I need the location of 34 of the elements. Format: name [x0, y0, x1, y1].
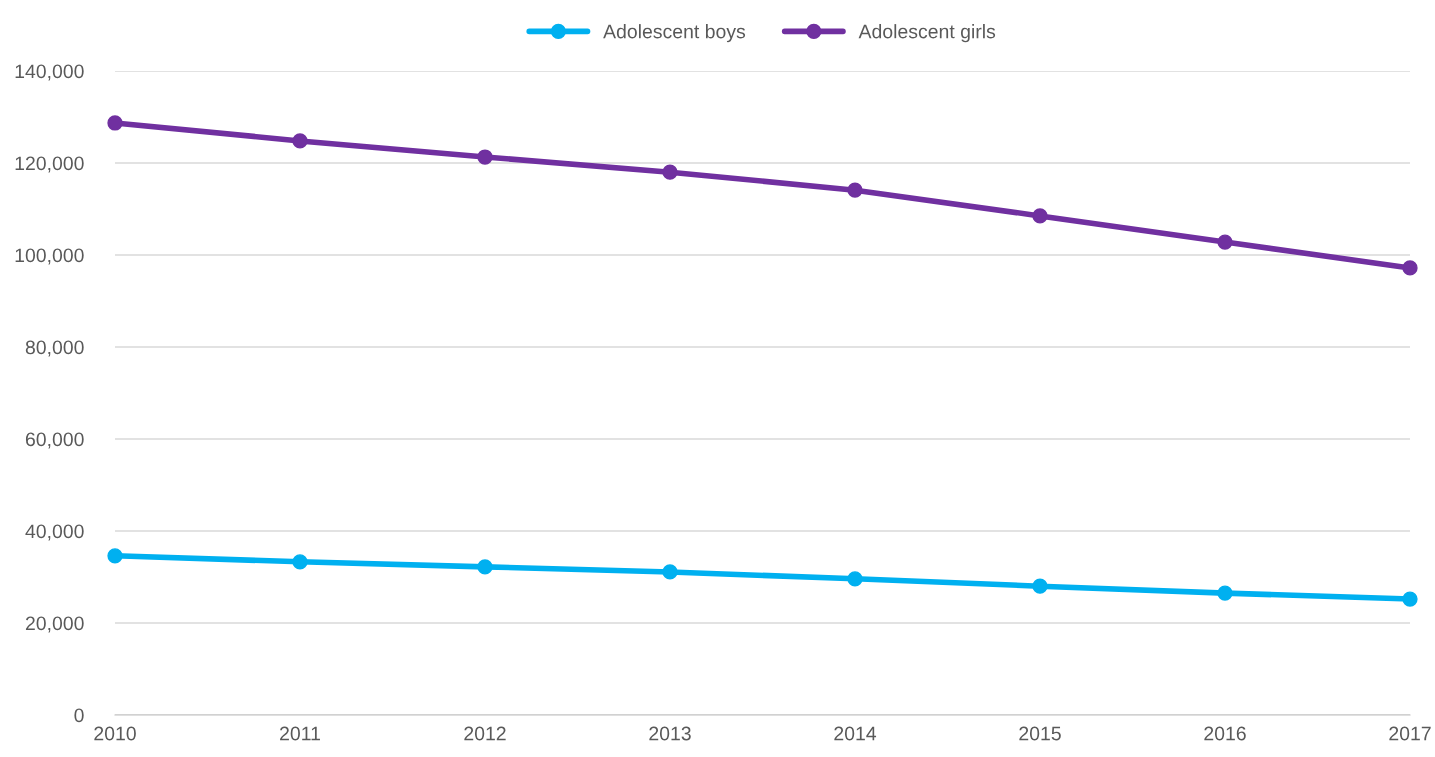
point — [1402, 591, 1418, 607]
legend-label: Adolescent boys — [603, 24, 746, 43]
x-tick-label: 2017 — [1389, 726, 1431, 741]
point — [1032, 208, 1048, 224]
y-tick-label: 20,000 — [25, 616, 84, 633]
legend-label: Adolescent girls — [858, 24, 996, 43]
y-tick-label: 140,000 — [15, 64, 84, 81]
y-tick-label: 40,000 — [25, 524, 84, 541]
point — [1217, 585, 1233, 601]
point — [847, 182, 863, 198]
point — [107, 548, 123, 564]
point — [477, 559, 493, 575]
x-tick-label: 2011 — [280, 726, 320, 741]
point — [1217, 234, 1233, 250]
point — [1402, 260, 1418, 276]
point — [662, 564, 678, 580]
point — [662, 164, 678, 180]
y-tick-label: 60,000 — [25, 432, 84, 449]
x-tick-label: 2016 — [1204, 726, 1246, 741]
x-tick-label: 2015 — [1019, 726, 1061, 741]
x-tick-label: 2014 — [834, 726, 877, 741]
y-tick-label: 120,000 — [15, 156, 84, 173]
x-tick-label: 2010 — [94, 726, 136, 741]
y-tick-label: 100,000 — [15, 248, 84, 265]
point — [107, 115, 123, 131]
x-tick-label: 2013 — [649, 726, 691, 741]
point — [1032, 578, 1048, 594]
y-tick-label: 80,000 — [25, 340, 84, 357]
point — [292, 554, 308, 570]
y-tick-label: 0 — [74, 708, 84, 723]
point — [477, 149, 493, 165]
x-tick-label: 2012 — [464, 726, 506, 741]
point — [847, 571, 863, 587]
point — [292, 133, 308, 149]
